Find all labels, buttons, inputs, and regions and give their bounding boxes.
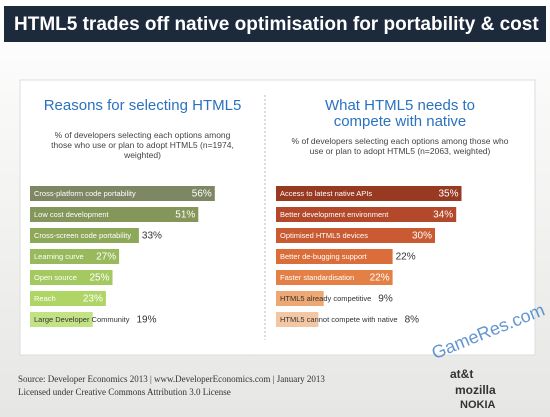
chart-subtitle-box: % of developers selecting each options a… [51, 130, 234, 161]
bar [30, 249, 120, 264]
bar-label: Low cost development [34, 210, 110, 219]
value-label: 19% [136, 315, 156, 326]
bar [276, 312, 319, 327]
bar-label: Better de-bugging support [280, 252, 368, 261]
value-label: 22% [370, 273, 390, 284]
bar [276, 249, 393, 264]
bar [30, 186, 215, 201]
value-label: 23% [83, 294, 103, 305]
value-label: 56% [192, 189, 212, 200]
bar [276, 186, 462, 201]
source: Source: Developer Economics 2013 | www.D… [18, 374, 325, 384]
bar [30, 270, 113, 285]
value-label: 34% [433, 210, 453, 221]
chart-title-box: Reasons for selecting HTML5 [43, 98, 242, 114]
bar [276, 291, 324, 306]
bar-label: Cross-screen code portability [34, 231, 131, 240]
bar [276, 207, 457, 222]
chart-title-box: What HTML5 needs to compete with native [324, 98, 476, 130]
value-label: 27% [96, 252, 116, 263]
logo: at&t [450, 367, 473, 381]
chart-title: Reasons for selecting HTML5 [43, 98, 242, 114]
bar-label: HTML5 already competitive [280, 294, 371, 303]
chart-subtitle-box: % of developers selecting each options a… [291, 136, 509, 157]
license: Licensed under Creative Commons Attribut… [18, 387, 231, 397]
chart-subtitle: % of developers selecting each options a… [291, 136, 509, 157]
bar [30, 312, 93, 327]
bar [276, 270, 393, 285]
value-label: 35% [438, 189, 458, 200]
title-bar [4, 6, 546, 42]
value-label: 30% [412, 231, 432, 242]
bar-label: Reach [34, 294, 56, 303]
logo: mozilla [455, 383, 496, 397]
bar-label: HTML5 cannot compete with native [280, 315, 398, 324]
bar-label: Cross-platform code portability [34, 189, 136, 198]
bar-label: Better development environment [280, 210, 389, 219]
chart-subtitle: % of developers selecting each options a… [51, 130, 234, 161]
bar-label: Learning curve [34, 252, 84, 261]
bar [276, 228, 435, 243]
value-label: 22% [396, 252, 416, 263]
value-label: 25% [89, 273, 109, 284]
bar-label: Optimised HTML5 devices [280, 231, 368, 240]
bar-label: Open source [34, 273, 77, 282]
slide-title: HTML5 trades off native optimisation for… [14, 14, 539, 35]
value-label: 51% [175, 210, 195, 221]
value-label: 9% [378, 294, 393, 305]
logo: NOKIA [460, 399, 496, 411]
chart-title: What HTML5 needs to compete with native [324, 98, 476, 130]
bar-label: Large Developer Community [34, 315, 130, 324]
bar [30, 228, 139, 243]
bar-label: Access to latest native APIs [280, 189, 372, 198]
bar [30, 291, 106, 306]
bar-label: Faster standardisation [280, 273, 354, 282]
value-label: 8% [405, 315, 420, 326]
bar [30, 207, 199, 222]
value-label: 33% [142, 231, 162, 242]
